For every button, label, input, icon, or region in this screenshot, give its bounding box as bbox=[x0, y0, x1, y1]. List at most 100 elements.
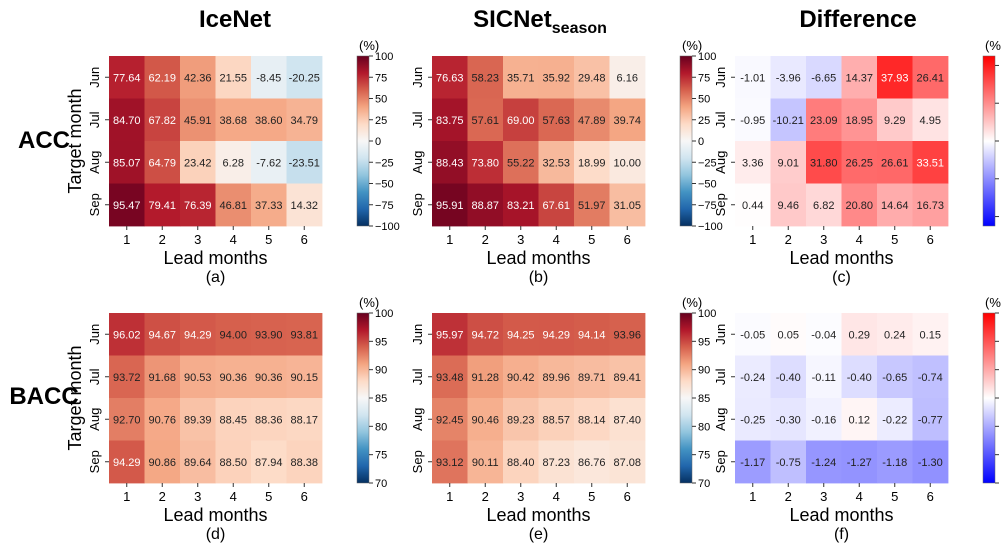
cell-value-label: 88.38 bbox=[290, 457, 318, 469]
heatmap-cell bbox=[432, 440, 468, 484]
heatmap-cell bbox=[215, 355, 252, 399]
heatmap-cell bbox=[467, 313, 504, 356]
heatmap-cell bbox=[180, 56, 216, 99]
colorbar-tick-label: 95 bbox=[698, 336, 710, 348]
cell-value-label: 6.16 bbox=[617, 72, 638, 84]
panel-label: (b) bbox=[529, 269, 549, 286]
x-tick-label: 2 bbox=[785, 232, 792, 247]
cell-value-label: 87.08 bbox=[613, 457, 641, 469]
cell-value-label: 92.45 bbox=[436, 414, 464, 426]
colorbar-tick-label: 70 bbox=[375, 478, 387, 490]
heatmap-cell bbox=[574, 183, 610, 227]
colorbar-unit-label: (%) bbox=[359, 295, 379, 310]
x-tick-label: 4 bbox=[230, 232, 237, 247]
y-tick-label: Aug bbox=[410, 408, 425, 431]
heatmap-cell bbox=[215, 440, 252, 484]
cell-value-label: 39.74 bbox=[613, 115, 641, 127]
x-tick-label: 2 bbox=[159, 232, 166, 247]
colorbar-tick-label: 90 bbox=[698, 365, 710, 377]
heatmap-cell bbox=[912, 98, 949, 142]
heatmap-cell bbox=[467, 183, 504, 227]
cell-value-label: 31.80 bbox=[810, 157, 838, 169]
colorbar bbox=[356, 312, 370, 484]
x-axis-label: Lead months bbox=[486, 505, 590, 525]
cell-value-label: 14.37 bbox=[845, 72, 873, 84]
x-tick-label: 1 bbox=[749, 232, 756, 247]
heatmap-cell bbox=[180, 98, 216, 142]
heatmap-cell bbox=[144, 440, 181, 484]
cell-value-label: 32.53 bbox=[542, 157, 570, 169]
cell-value-label: 89.96 bbox=[542, 372, 570, 384]
x-tick-label: 5 bbox=[891, 232, 898, 247]
heatmap-cell bbox=[735, 98, 771, 142]
cell-value-label: 26.61 bbox=[881, 157, 909, 169]
heatmap-cell bbox=[286, 98, 323, 142]
cell-value-label: 85.07 bbox=[113, 157, 141, 169]
heatmap-cell bbox=[806, 183, 842, 227]
heatmap-cell bbox=[877, 56, 913, 99]
cell-value-label: 35.92 bbox=[542, 72, 570, 84]
cell-value-label: 21.55 bbox=[219, 72, 247, 84]
y-tick-label: Jun bbox=[87, 67, 102, 88]
heatmap-cell bbox=[467, 141, 504, 184]
heatmap-cell bbox=[841, 56, 878, 99]
cell-value-label: 88.40 bbox=[507, 457, 535, 469]
x-tick-label: 4 bbox=[856, 232, 863, 247]
colorbar-tick-label: 0 bbox=[375, 136, 381, 148]
cell-value-label: 6.82 bbox=[813, 200, 834, 212]
y-tick-label: Jun bbox=[410, 324, 425, 345]
heatmap-cell bbox=[432, 355, 468, 399]
x-tick-label: 6 bbox=[927, 489, 934, 504]
heatmap-cell bbox=[109, 141, 145, 184]
cell-value-label: 94.29 bbox=[184, 329, 212, 341]
column-title-sicnet-main: SICNet bbox=[473, 6, 552, 33]
colorbar-tick-label: −100 bbox=[375, 221, 400, 233]
cell-value-label: -1.01 bbox=[740, 72, 765, 84]
cell-value-label: 4.95 bbox=[920, 115, 941, 127]
panel-label: (c) bbox=[832, 269, 851, 286]
colorbar-tick-label: −100 bbox=[698, 221, 723, 233]
y-tick-label: Jul bbox=[713, 111, 728, 128]
heatmap-cell bbox=[180, 141, 216, 184]
heatmap-cell bbox=[735, 440, 771, 484]
cell-value-label: 55.22 bbox=[507, 157, 535, 169]
heatmap-cell bbox=[735, 56, 771, 99]
colorbar-tick-label: 100 bbox=[375, 308, 393, 320]
heatmap-cell bbox=[109, 355, 145, 399]
x-axis-label: Lead months bbox=[486, 248, 590, 268]
colorbar-tick-label: 85 bbox=[698, 393, 710, 405]
colorbar bbox=[982, 312, 996, 484]
cell-value-label: 83.21 bbox=[507, 200, 535, 212]
cell-value-label: 90.53 bbox=[184, 372, 212, 384]
cell-value-label: 3.36 bbox=[742, 157, 763, 169]
y-tick-label: Jul bbox=[713, 368, 728, 385]
x-tick-label: 4 bbox=[230, 489, 237, 504]
heatmap-cell bbox=[735, 141, 771, 184]
heatmap-cell bbox=[109, 183, 145, 227]
heatmap-cell bbox=[841, 398, 878, 441]
cell-value-label: 9.46 bbox=[778, 200, 799, 212]
x-tick-label: 3 bbox=[820, 232, 827, 247]
cell-value-label: 88.57 bbox=[542, 414, 570, 426]
x-axis-label: Lead months bbox=[163, 248, 267, 268]
cell-value-label: 73.80 bbox=[471, 157, 499, 169]
panel-label: (f) bbox=[834, 526, 849, 543]
x-tick-label: 3 bbox=[820, 489, 827, 504]
cell-value-label: -0.11 bbox=[812, 372, 836, 384]
x-tick-label: 5 bbox=[265, 232, 272, 247]
cell-value-label: 93.96 bbox=[613, 329, 641, 341]
heatmap-cell bbox=[144, 355, 181, 399]
cell-value-label: 0.29 bbox=[849, 329, 870, 341]
row-label-bacc: BACC bbox=[9, 383, 78, 410]
heatmap-cell bbox=[286, 355, 323, 399]
cell-value-label: 14.64 bbox=[881, 200, 909, 212]
cell-value-label: 93.81 bbox=[290, 329, 318, 341]
colorbar-tick-label: 0 bbox=[698, 136, 704, 148]
cell-value-label: 18.95 bbox=[845, 115, 873, 127]
cell-value-label: -1.24 bbox=[811, 457, 836, 469]
heatmap-cell bbox=[609, 313, 646, 356]
cell-value-label: 90.36 bbox=[219, 372, 247, 384]
heatmap-cell bbox=[503, 141, 539, 184]
y-tick-label: Jun bbox=[713, 67, 728, 88]
